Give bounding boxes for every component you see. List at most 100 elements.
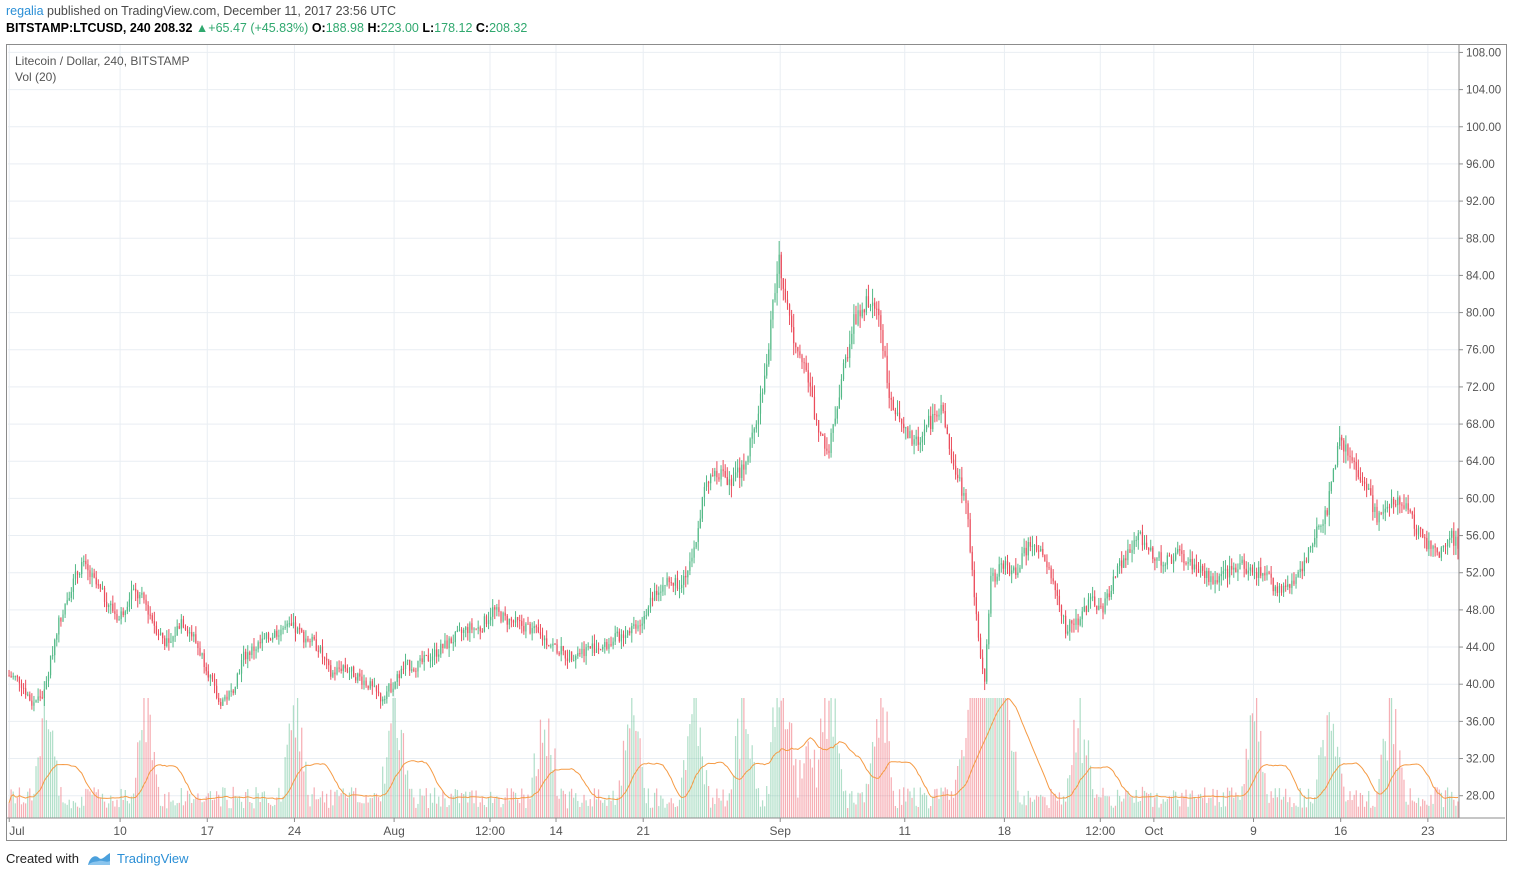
volume-bar <box>770 742 772 818</box>
volume-bar <box>840 769 843 818</box>
volume-bar <box>166 808 168 818</box>
candle-body <box>1052 578 1054 582</box>
candle-body <box>1455 536 1457 546</box>
tradingview-brand-link[interactable]: TradingView <box>116 851 189 866</box>
candle-body <box>1318 526 1320 528</box>
volume-bar <box>830 698 832 818</box>
volume-bar <box>251 803 253 818</box>
candle-body <box>1266 572 1268 576</box>
candle-body <box>47 675 50 682</box>
volume-bar <box>230 808 232 818</box>
candle-body <box>687 570 689 578</box>
volume-bar <box>1121 801 1123 818</box>
volume-bar <box>965 737 967 818</box>
candle-body <box>66 600 68 604</box>
volume-bar <box>697 746 699 818</box>
volume-bar <box>508 800 510 818</box>
candle-body <box>421 658 423 663</box>
volume-bar <box>147 698 149 818</box>
candle-body <box>429 660 432 662</box>
volume-bar <box>884 742 886 818</box>
candle-body <box>938 414 940 417</box>
volume-bar <box>633 715 635 818</box>
volume-bar <box>1386 760 1389 818</box>
candle-body <box>1332 469 1335 482</box>
candle-body <box>37 696 39 701</box>
volume-bar <box>240 801 243 818</box>
candle-body <box>716 470 718 478</box>
volume-bar <box>832 736 834 818</box>
volume-bar <box>191 802 193 818</box>
candle-body <box>278 635 280 637</box>
candle-body <box>1118 560 1121 566</box>
candle-body <box>1058 595 1061 606</box>
volume-bar <box>448 805 450 818</box>
candle-body <box>355 677 357 681</box>
volume-bar <box>1274 788 1276 818</box>
volume-bar <box>460 792 463 818</box>
candle-body <box>795 343 797 348</box>
volume-bar <box>550 754 552 818</box>
footer: Created with TradingView <box>6 851 189 866</box>
candle-body <box>195 634 197 643</box>
volume-bar <box>560 788 562 818</box>
chart-frame[interactable] <box>6 44 1507 841</box>
volume-bar <box>176 803 178 818</box>
volume-bar <box>898 789 901 818</box>
price-chart[interactable]: 108.00 104.00 100.00 96.00 92.00 88.00 84.00 80… <box>6 44 1507 841</box>
volume-bar <box>120 788 122 818</box>
candle-body <box>31 700 33 706</box>
candle-body <box>1141 532 1144 546</box>
candle-body <box>413 669 415 671</box>
volume-bar <box>315 799 317 818</box>
candle-body <box>1008 565 1011 575</box>
candle-body <box>1262 573 1264 576</box>
candle-body <box>1328 491 1330 515</box>
volume-bar <box>311 794 313 818</box>
candle-body <box>1073 623 1075 625</box>
volume-bar <box>755 788 757 818</box>
candle-body <box>791 315 793 328</box>
candle-body <box>384 699 386 701</box>
volume-bar <box>35 766 37 818</box>
volume-bar <box>1316 779 1318 818</box>
volume-bar <box>996 698 998 818</box>
candle-body <box>1031 545 1034 547</box>
volume-bar <box>589 799 591 818</box>
volume-bar <box>610 800 612 818</box>
candle-body <box>849 344 851 358</box>
author-link[interactable]: regalia <box>6 4 44 18</box>
volume-bar <box>321 791 324 818</box>
volume-bar <box>465 791 467 818</box>
candle-body <box>1270 573 1272 578</box>
volume-bar <box>975 698 977 818</box>
candle-body <box>863 309 865 313</box>
candle-body <box>25 688 27 695</box>
candle-body <box>444 640 446 649</box>
volume-bar <box>363 803 365 818</box>
candle-body <box>656 590 658 595</box>
candle-body <box>1353 460 1355 462</box>
candle-body <box>440 643 442 655</box>
volume-bar <box>676 806 679 818</box>
candle-body <box>1291 580 1293 588</box>
volume-bar <box>180 788 182 818</box>
candle-body <box>1094 596 1096 606</box>
candle-body <box>409 659 411 671</box>
volume-bar <box>1189 793 1191 818</box>
candle-body <box>130 589 133 600</box>
candle-body <box>359 673 361 677</box>
candle-body <box>1145 542 1148 548</box>
volume-bar <box>782 698 784 818</box>
candle-body <box>371 681 373 687</box>
volume-bar <box>579 807 581 818</box>
volume-bar <box>153 751 155 818</box>
volume-bar <box>415 807 417 818</box>
candle-body <box>448 638 450 649</box>
volume-bar <box>894 806 897 818</box>
candle-body <box>1065 615 1067 634</box>
candle-body <box>867 296 870 308</box>
candle-body <box>1106 593 1108 599</box>
candle-body <box>606 642 608 649</box>
candle-body <box>128 599 131 607</box>
